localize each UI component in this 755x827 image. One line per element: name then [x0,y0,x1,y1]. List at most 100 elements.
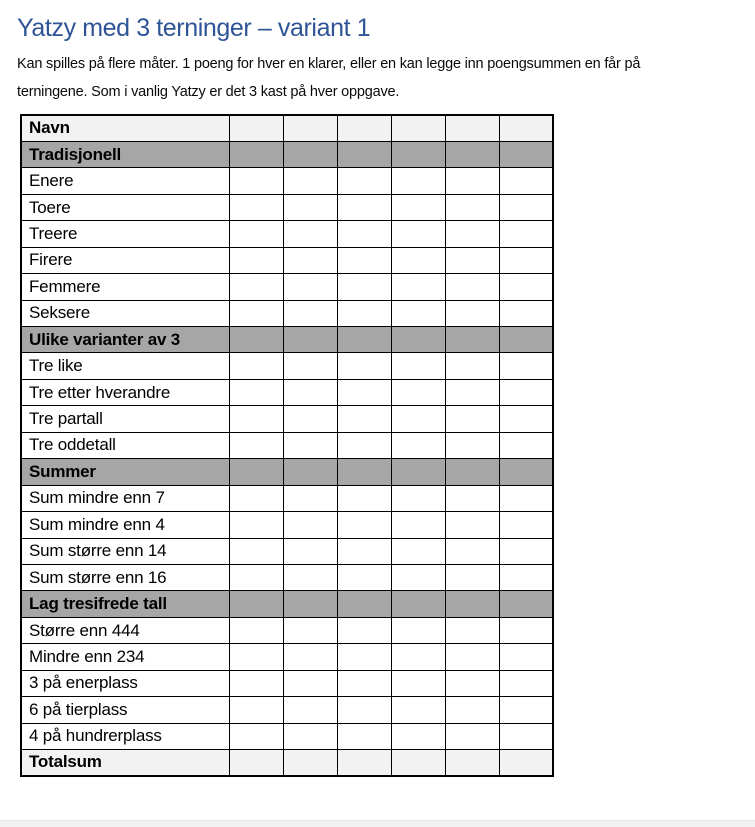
score-cell[interactable] [282,167,338,195]
score-cell[interactable] [282,643,338,671]
score-cell[interactable] [444,220,500,248]
score-cell[interactable] [444,748,500,777]
score-cell[interactable] [336,722,392,751]
score-cell[interactable] [444,484,500,513]
score-cell[interactable] [336,458,392,486]
score-cell[interactable] [498,458,554,486]
score-cell[interactable] [282,114,338,142]
score-cell[interactable] [282,325,338,354]
score-cell[interactable] [498,484,554,513]
score-cell[interactable] [390,405,446,433]
score-cell[interactable] [336,405,392,433]
score-cell[interactable] [444,696,500,724]
score-cell[interactable] [498,114,554,142]
score-cell[interactable] [498,511,554,539]
score-cell[interactable] [390,484,446,513]
score-cell[interactable] [390,193,446,222]
score-cell[interactable] [390,140,446,169]
score-cell[interactable] [336,696,392,724]
score-cell[interactable] [444,669,500,698]
score-cell[interactable] [498,616,554,645]
score-cell[interactable] [336,352,392,380]
score-cell[interactable] [390,748,446,777]
score-cell[interactable] [336,246,392,275]
score-cell[interactable] [282,537,338,565]
score-cell[interactable] [282,484,338,513]
score-cell[interactable] [336,511,392,539]
score-cell[interactable] [228,748,284,777]
score-cell[interactable] [228,352,284,380]
score-cell[interactable] [444,458,500,486]
score-cell[interactable] [228,193,284,222]
score-cell[interactable] [282,220,338,248]
score-cell[interactable] [444,643,500,671]
score-cell[interactable] [228,722,284,751]
score-cell[interactable] [444,537,500,565]
score-cell[interactable] [282,511,338,539]
score-cell[interactable] [228,299,284,328]
score-cell[interactable] [444,590,500,618]
score-cell[interactable] [282,748,338,777]
score-cell[interactable] [390,299,446,328]
score-cell[interactable] [336,140,392,169]
score-cell[interactable] [390,563,446,592]
score-cell[interactable] [336,643,392,671]
score-cell[interactable] [390,458,446,486]
score-cell[interactable] [282,378,338,407]
score-cell[interactable] [336,484,392,513]
score-cell[interactable] [282,140,338,169]
score-cell[interactable] [390,273,446,301]
score-cell[interactable] [498,220,554,248]
score-cell[interactable] [444,616,500,645]
score-cell[interactable] [498,352,554,380]
score-cell[interactable] [336,299,392,328]
score-cell[interactable] [336,748,392,777]
score-cell[interactable] [498,193,554,222]
score-cell[interactable] [228,669,284,698]
score-cell[interactable] [444,299,500,328]
score-cell[interactable] [444,405,500,433]
score-cell[interactable] [336,193,392,222]
score-cell[interactable] [444,114,500,142]
score-cell[interactable] [390,325,446,354]
score-cell[interactable] [336,616,392,645]
score-cell[interactable] [282,431,338,460]
score-cell[interactable] [228,431,284,460]
score-cell[interactable] [228,140,284,169]
score-cell[interactable] [390,590,446,618]
score-cell[interactable] [282,352,338,380]
score-cell[interactable] [336,537,392,565]
score-cell[interactable] [444,193,500,222]
score-cell[interactable] [282,458,338,486]
score-cell[interactable] [498,140,554,169]
score-cell[interactable] [336,669,392,698]
score-cell[interactable] [444,722,500,751]
score-cell[interactable] [390,669,446,698]
score-cell[interactable] [282,696,338,724]
score-cell[interactable] [228,616,284,645]
score-cell[interactable] [498,378,554,407]
score-cell[interactable] [228,405,284,433]
score-cell[interactable] [336,167,392,195]
score-cell[interactable] [390,616,446,645]
score-cell[interactable] [228,696,284,724]
score-cell[interactable] [228,563,284,592]
score-cell[interactable] [444,511,500,539]
score-cell[interactable] [498,669,554,698]
score-cell[interactable] [498,696,554,724]
score-cell[interactable] [390,696,446,724]
score-cell[interactable] [282,299,338,328]
score-cell[interactable] [228,458,284,486]
score-cell[interactable] [498,431,554,460]
score-cell[interactable] [444,325,500,354]
score-cell[interactable] [444,273,500,301]
score-cell[interactable] [498,643,554,671]
score-cell[interactable] [498,590,554,618]
score-cell[interactable] [228,378,284,407]
score-cell[interactable] [498,273,554,301]
score-cell[interactable] [390,643,446,671]
score-cell[interactable] [228,167,284,195]
score-cell[interactable] [498,722,554,751]
score-cell[interactable] [282,193,338,222]
score-cell[interactable] [282,405,338,433]
